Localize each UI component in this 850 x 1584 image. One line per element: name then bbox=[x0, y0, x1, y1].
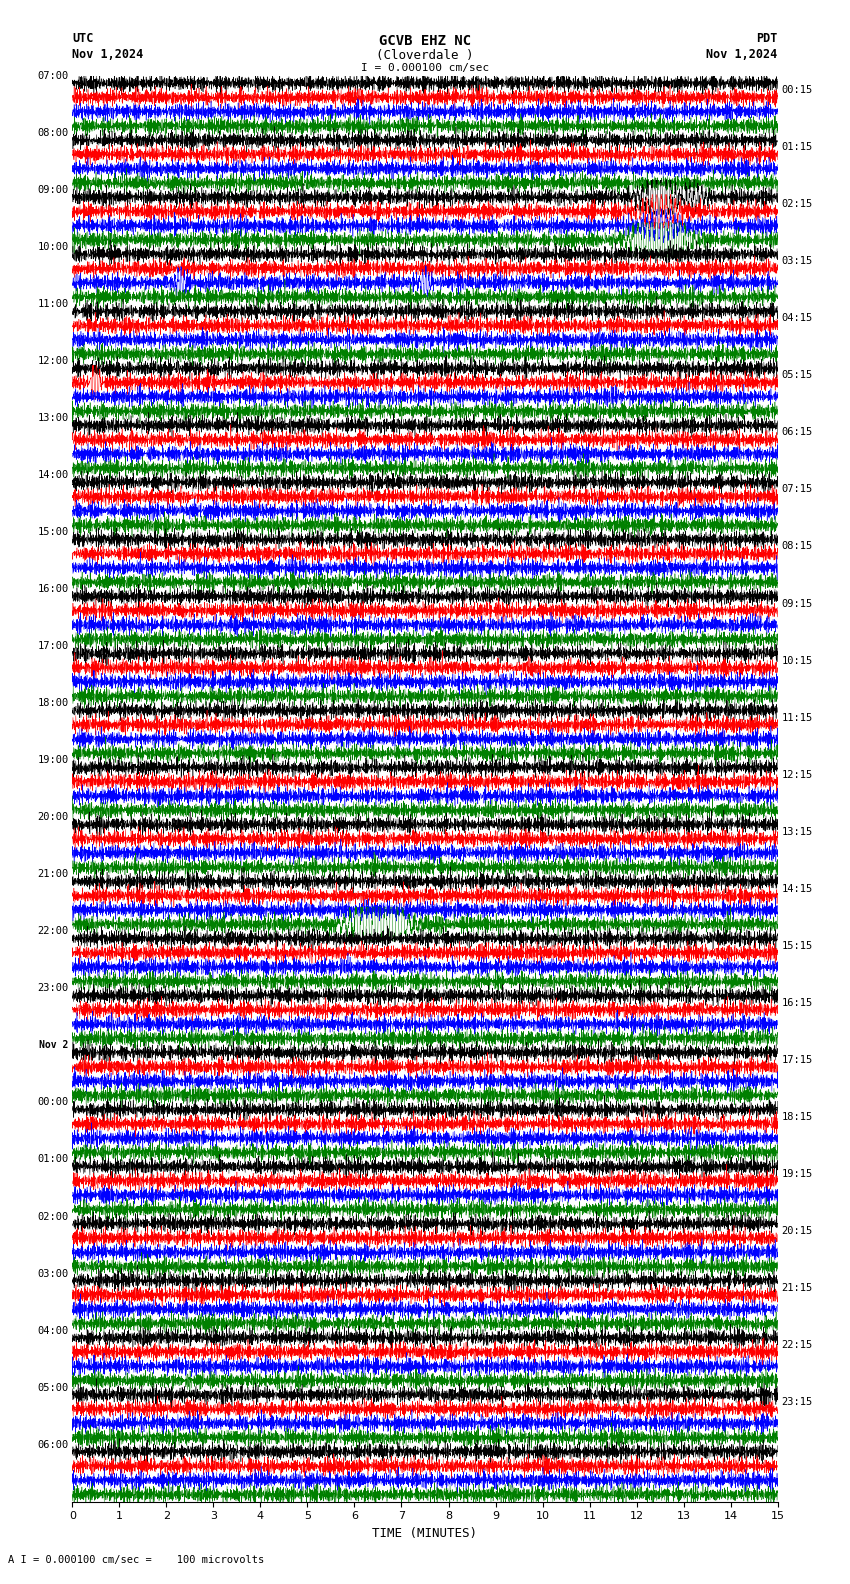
Text: 02:15: 02:15 bbox=[781, 200, 813, 209]
Text: 15:15: 15:15 bbox=[781, 941, 813, 950]
Text: Nov 2: Nov 2 bbox=[39, 1041, 69, 1050]
Text: (Cloverdale ): (Cloverdale ) bbox=[377, 49, 473, 62]
X-axis label: TIME (MINUTES): TIME (MINUTES) bbox=[372, 1527, 478, 1540]
Text: 16:15: 16:15 bbox=[781, 998, 813, 1007]
Text: 17:00: 17:00 bbox=[37, 642, 69, 651]
Text: 18:00: 18:00 bbox=[37, 699, 69, 708]
Text: 05:00: 05:00 bbox=[37, 1383, 69, 1392]
Text: 07:00: 07:00 bbox=[37, 71, 69, 81]
Text: 10:00: 10:00 bbox=[37, 242, 69, 252]
Text: UTC: UTC bbox=[72, 32, 94, 44]
Text: I = 0.000100 cm/sec: I = 0.000100 cm/sec bbox=[361, 63, 489, 73]
Text: 23:15: 23:15 bbox=[781, 1397, 813, 1407]
Text: 21:00: 21:00 bbox=[37, 870, 69, 879]
Text: 05:15: 05:15 bbox=[781, 371, 813, 380]
Text: Nov 1,2024: Nov 1,2024 bbox=[72, 48, 144, 60]
Text: A I = 0.000100 cm/sec =    100 microvolts: A I = 0.000100 cm/sec = 100 microvolts bbox=[8, 1555, 264, 1565]
Text: 12:15: 12:15 bbox=[781, 770, 813, 779]
Text: 07:15: 07:15 bbox=[781, 485, 813, 494]
Text: 13:00: 13:00 bbox=[37, 413, 69, 423]
Text: 14:15: 14:15 bbox=[781, 884, 813, 893]
Text: 01:00: 01:00 bbox=[37, 1155, 69, 1164]
Text: 03:00: 03:00 bbox=[37, 1269, 69, 1278]
Text: 09:00: 09:00 bbox=[37, 185, 69, 195]
Text: 06:00: 06:00 bbox=[37, 1440, 69, 1449]
Text: 10:15: 10:15 bbox=[781, 656, 813, 665]
Text: 09:15: 09:15 bbox=[781, 599, 813, 608]
Text: 13:15: 13:15 bbox=[781, 827, 813, 836]
Text: 17:15: 17:15 bbox=[781, 1055, 813, 1064]
Text: 11:15: 11:15 bbox=[781, 713, 813, 722]
Text: 14:00: 14:00 bbox=[37, 470, 69, 480]
Text: 08:15: 08:15 bbox=[781, 542, 813, 551]
Text: 22:00: 22:00 bbox=[37, 927, 69, 936]
Text: 06:15: 06:15 bbox=[781, 428, 813, 437]
Text: 22:15: 22:15 bbox=[781, 1340, 813, 1350]
Text: 20:15: 20:15 bbox=[781, 1226, 813, 1236]
Text: 19:15: 19:15 bbox=[781, 1169, 813, 1178]
Text: 18:15: 18:15 bbox=[781, 1112, 813, 1121]
Text: 12:00: 12:00 bbox=[37, 356, 69, 366]
Text: 21:15: 21:15 bbox=[781, 1283, 813, 1293]
Text: 04:00: 04:00 bbox=[37, 1326, 69, 1335]
Text: 23:00: 23:00 bbox=[37, 984, 69, 993]
Text: Nov 1,2024: Nov 1,2024 bbox=[706, 48, 778, 60]
Text: GCVB EHZ NC: GCVB EHZ NC bbox=[379, 33, 471, 48]
Text: 02:00: 02:00 bbox=[37, 1212, 69, 1221]
Text: 03:15: 03:15 bbox=[781, 257, 813, 266]
Text: 15:00: 15:00 bbox=[37, 527, 69, 537]
Text: 00:00: 00:00 bbox=[37, 1098, 69, 1107]
Text: 04:15: 04:15 bbox=[781, 314, 813, 323]
Text: 19:00: 19:00 bbox=[37, 756, 69, 765]
Text: 20:00: 20:00 bbox=[37, 813, 69, 822]
Text: 16:00: 16:00 bbox=[37, 584, 69, 594]
Text: 00:15: 00:15 bbox=[781, 86, 813, 95]
Text: PDT: PDT bbox=[756, 32, 778, 44]
Text: 11:00: 11:00 bbox=[37, 299, 69, 309]
Text: 01:15: 01:15 bbox=[781, 143, 813, 152]
Text: 08:00: 08:00 bbox=[37, 128, 69, 138]
